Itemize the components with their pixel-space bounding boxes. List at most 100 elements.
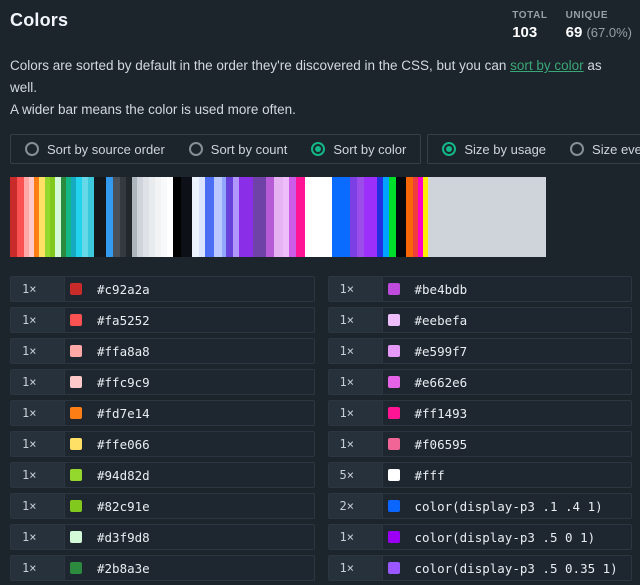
color-swatch (70, 531, 82, 543)
radio-label: Sort by source order (47, 141, 165, 157)
radio-option-sort-by-color[interactable]: Sort by color (299, 142, 418, 157)
color-stripe (17, 177, 24, 257)
intro-paragraph: Colors are sorted by default in the orde… (10, 55, 610, 121)
color-stripe (29, 177, 34, 257)
color-swatch (387, 500, 400, 512)
color-count: 1× (11, 432, 65, 456)
color-value-cell: #ffc9c9 (65, 370, 314, 394)
color-stripe (332, 177, 350, 257)
color-value-cell: #d3f9d8 (65, 525, 314, 549)
color-swatch (70, 562, 82, 574)
color-count: 1× (11, 463, 65, 487)
color-row: 1× #f06595 (327, 431, 632, 457)
color-row: 1× #ff1493 (327, 400, 632, 426)
color-row: 1× #fa5252 (10, 307, 315, 333)
color-hex-label: #fd7e14 (97, 405, 150, 421)
color-value-cell: #94d82d (65, 463, 314, 487)
color-row: 1× #94d82d (10, 462, 315, 488)
color-value-cell: #fd7e14 (65, 401, 314, 425)
color-stripe (113, 177, 120, 257)
color-hex-label: #f06595 (414, 436, 468, 452)
color-value-cell: #ffa8a8 (65, 339, 314, 363)
color-stripe (350, 177, 357, 257)
color-stripe (283, 177, 289, 257)
color-count: 1× (11, 525, 65, 549)
color-hex-label: #2b8a3e (97, 560, 150, 576)
color-stripe (181, 177, 192, 257)
color-value-cell: #f06595 (383, 432, 632, 456)
radio-option-size-evenly[interactable]: Size evenly (558, 142, 640, 157)
color-stripe (24, 177, 29, 257)
color-row: 1× #ffa8a8 (10, 338, 315, 364)
color-stripe (305, 177, 332, 257)
radio-option-sort-by-source-order[interactable]: Sort by source order (13, 142, 177, 157)
color-stripe (253, 177, 266, 257)
size-options-group: Size by usage Size evenly (427, 134, 640, 164)
radio-option-sort-by-count[interactable]: Sort by count (177, 142, 300, 157)
color-hex-label: #be4bdb (414, 281, 468, 297)
color-stripe (413, 177, 418, 257)
color-count: 1× (11, 401, 65, 425)
color-stripe (34, 177, 39, 257)
sort-by-color-link[interactable]: sort by color (510, 58, 584, 73)
color-stripe (106, 177, 113, 257)
color-stripe (76, 177, 82, 257)
color-swatch (387, 283, 400, 295)
page-header: Colors TOTAL 103 UNIQUE 69 (67.0%) (10, 10, 632, 41)
color-hex-label: #fff (414, 467, 445, 483)
color-stripe (71, 177, 76, 257)
color-swatch (70, 283, 82, 295)
color-hex-label: #fa5252 (97, 312, 150, 328)
color-value-cell: color(display-p3 .5 0.35 1) (383, 556, 632, 580)
color-row: 1× #be4bdb (327, 276, 632, 302)
color-stripe (155, 177, 161, 257)
color-stripe (94, 177, 106, 257)
color-swatch (387, 345, 400, 357)
color-stripe (214, 177, 222, 257)
color-count: 1× (11, 370, 65, 394)
color-hex-label: #ffa8a8 (97, 343, 150, 359)
color-stripe (192, 177, 199, 257)
color-stripe (205, 177, 214, 257)
color-count: 5× (328, 463, 383, 487)
page-title: Colors (10, 10, 69, 30)
color-value-cell: #e599f7 (383, 339, 632, 363)
color-swatch (70, 407, 82, 419)
color-count: 1× (328, 370, 383, 394)
color-row: 2× color(display-p3 .1 .4 1) (327, 493, 632, 519)
color-hex-label: #e599f7 (414, 343, 468, 359)
radio-icon (311, 142, 326, 156)
color-hex-label: #ff1493 (414, 405, 468, 421)
color-row: 1× #ffc9c9 (10, 369, 315, 395)
color-stripe (364, 177, 377, 257)
color-stripe (50, 177, 55, 257)
sort-options-group: Sort by source order Sort by count Sort by… (10, 134, 422, 164)
radio-label: Size by usage (464, 141, 547, 157)
color-row: 1× #e662e6 (327, 369, 632, 395)
color-stripe (233, 177, 239, 257)
radio-label: Size evenly (592, 141, 640, 157)
color-swatch (70, 376, 82, 388)
color-swatch (387, 376, 400, 388)
color-stripe (88, 177, 94, 257)
color-hex-label: #eebefa (414, 312, 468, 328)
color-count: 1× (328, 277, 383, 301)
color-stripe (226, 177, 233, 257)
color-swatch (387, 407, 400, 419)
color-stripe (39, 177, 45, 257)
color-stripe (274, 177, 283, 257)
color-row: 1× #c92a2a (10, 276, 315, 302)
color-stripe (428, 177, 546, 257)
color-row: 1× #e599f7 (327, 338, 632, 364)
color-value-cell: #e662e6 (383, 370, 632, 394)
color-usage-bar (10, 177, 547, 257)
radio-icon (442, 142, 457, 156)
color-stripe (199, 177, 205, 257)
color-swatch (387, 469, 400, 481)
color-stripe (55, 177, 61, 257)
controls-row: Sort by source order Sort by count Sort by… (10, 134, 640, 164)
color-hex-label: #e662e6 (414, 374, 468, 390)
color-count: 1× (328, 401, 383, 425)
radio-option-size-by-usage[interactable]: Size by usage (430, 142, 558, 157)
color-row: 1× #eebefa (327, 307, 632, 333)
